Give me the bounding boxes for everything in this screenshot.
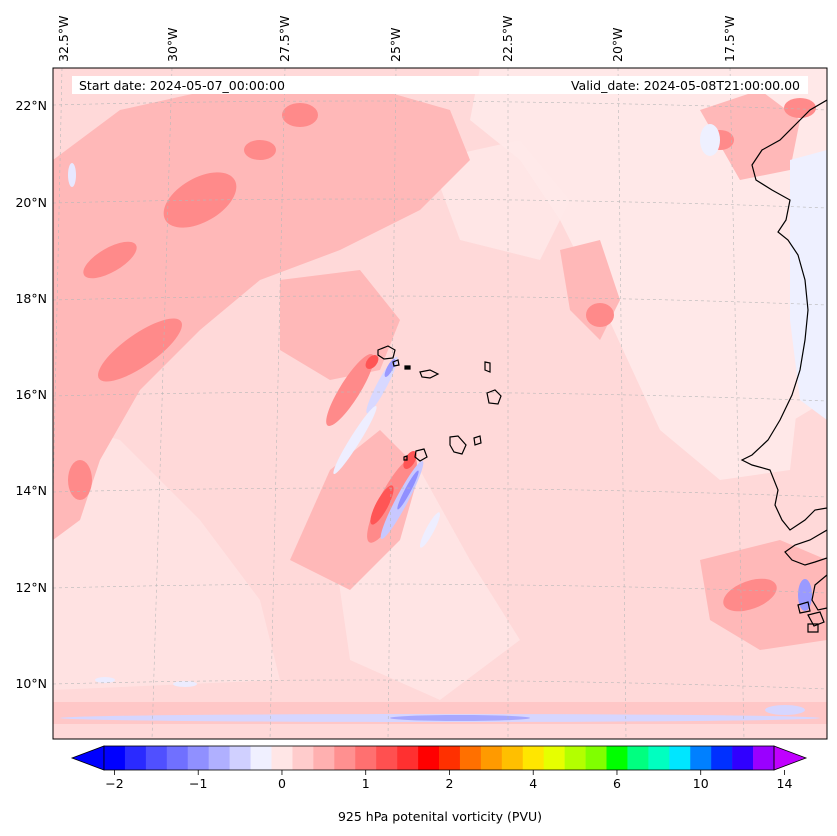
colorbar-cell	[124, 746, 147, 770]
colorbar-cell	[292, 746, 314, 770]
lat-label: 22°N	[15, 98, 47, 113]
latitude-labels: 22°N 20°N 18°N 16°N 14°N 12°N 10°N	[15, 98, 47, 691]
colorbar-cell	[522, 746, 544, 770]
colorbar-cell	[313, 746, 335, 770]
colorbar-tick-label: 2	[445, 776, 453, 791]
lon-label: 22.5°W	[500, 16, 515, 62]
colorbar-cell	[271, 746, 293, 770]
colorbar-ticks: −2 −1 0 1 2 4 6 10 14	[105, 770, 792, 791]
colorbar-extend-min	[70, 745, 105, 771]
longitude-labels: 32.5°W 30°W 27.5°W 25°W 22.5°W 20°W 17.5…	[56, 16, 737, 62]
lon-label: 17.5°W	[722, 16, 737, 62]
colorbar-cell	[753, 746, 775, 770]
pv-negative-regions	[60, 124, 827, 722]
colorbar-tick-label: 1	[362, 776, 370, 791]
colorbar-cell	[418, 746, 440, 770]
colorbar-cell	[397, 746, 419, 770]
colorbar-cell	[334, 746, 356, 770]
colorbar-tick-label: 4	[529, 776, 537, 791]
colorbar-cell	[376, 746, 398, 770]
colorbar-frame	[103, 745, 775, 771]
lat-label: 20°N	[15, 195, 47, 210]
colorbar-tick-label: 14	[777, 776, 793, 791]
colorbar-cell	[585, 746, 607, 770]
colorbar-tick-label: −2	[105, 776, 123, 791]
cape-verde-islands	[377, 345, 502, 462]
colorbar-tick-label: −1	[189, 776, 207, 791]
lat-label: 12°N	[15, 580, 47, 595]
lat-label: 18°N	[15, 291, 47, 306]
lon-label: 20°W	[610, 27, 625, 62]
colorbar-cell	[732, 746, 754, 770]
colorbar-cell	[606, 746, 628, 770]
colorbar-cell	[711, 746, 733, 770]
valid-date-label: Valid_date: 2024-05-08T21:00:00.00	[571, 78, 800, 93]
pv-peak-regions	[365, 355, 417, 525]
colorbar-cell	[187, 746, 209, 770]
colorbar-cell	[145, 746, 168, 770]
colorbar-cells	[104, 746, 775, 770]
colorbar-label: 925 hPa potenital vorticity (PVU)	[338, 809, 542, 824]
pv-strong-positive-regions	[68, 98, 816, 612]
graticule	[53, 68, 827, 739]
colorbar-cell	[166, 746, 189, 770]
map-panel[interactable]	[48, 68, 827, 739]
lat-label: 10°N	[15, 676, 47, 691]
colorbar-cell	[250, 746, 272, 770]
colorbar-tick-label: 0	[278, 776, 286, 791]
colorbar-cell	[501, 746, 524, 770]
lon-label: 32.5°W	[56, 16, 71, 62]
colorbar-cell	[690, 746, 712, 770]
start-date-label: Start date: 2024-05-07_00:00:00	[79, 78, 285, 93]
colorbar-cell	[669, 746, 691, 770]
colorbar-cell	[627, 746, 649, 770]
colorbar-cell	[208, 746, 230, 770]
colorbar-cell	[439, 746, 461, 770]
lat-label: 16°N	[15, 387, 47, 402]
colorbar: −2 −1 0 1 2 4 6 10 14 925 hPa potenital vorticit…	[70, 745, 808, 824]
lon-label: 27.5°W	[277, 16, 292, 62]
colorbar-cell	[543, 746, 565, 770]
lon-label: 25°W	[388, 27, 403, 62]
info-banner	[72, 76, 808, 94]
colorbar-cell	[104, 746, 126, 770]
coastline	[740, 99, 827, 633]
lat-label: 14°N	[15, 483, 47, 498]
colorbar-extend-max	[773, 745, 808, 771]
colorbar-cell	[564, 746, 586, 770]
colorbar-cell	[648, 746, 670, 770]
colorbar-cell	[355, 746, 377, 770]
colorbar-cell	[480, 746, 503, 770]
map-frame	[52, 67, 828, 740]
lon-label: 30°W	[165, 27, 180, 62]
colorbar-tick-label: 10	[693, 776, 709, 791]
colorbar-cell	[459, 746, 482, 770]
colorbar-tick-label: 6	[613, 776, 621, 791]
colorbar-cell	[229, 746, 251, 770]
